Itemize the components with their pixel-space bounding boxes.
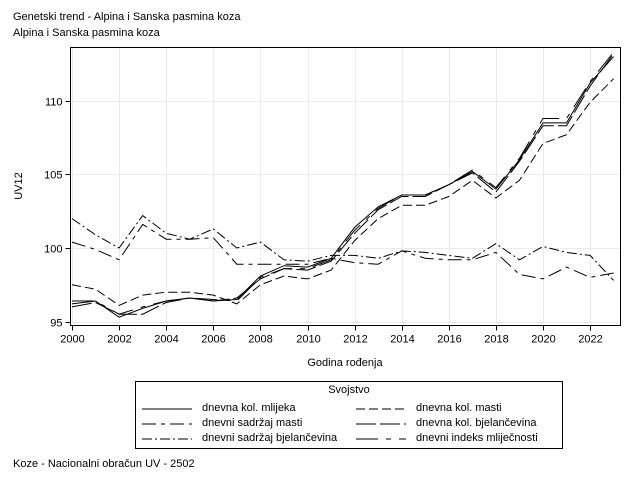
x-tick-label: 2020: [531, 334, 555, 346]
y-tick-label: 110: [45, 97, 63, 109]
series-line: [71, 214, 614, 281]
x-tick-label: 2006: [201, 334, 225, 346]
chart-title: Genetski trend - Alpina i Sanska pasmina…: [13, 11, 241, 23]
series-line: [71, 78, 614, 306]
legend-label: dnevni indeks mliječnosti: [416, 432, 538, 444]
x-tick-label: 2010: [296, 334, 320, 346]
data-series: [71, 51, 615, 318]
legend: Svojstvo dnevna kol. mlijeka dnevna kol.…: [135, 381, 563, 449]
legend-label: dnevna kol. bjelančevina: [416, 417, 537, 429]
plot-frame: [70, 47, 621, 326]
chart-subtitle: Alpina i Sanska pasmina koza: [13, 27, 160, 39]
legend-label: dnevna kol. mlijeka: [202, 402, 296, 414]
legend-label: dnevna kol. masti: [416, 402, 502, 414]
legend-line-icon: [142, 408, 192, 410]
legend-line-icon: [356, 438, 406, 440]
y-tick-label: 95: [50, 318, 62, 330]
y-axis: 95 100 105 110: [44, 97, 71, 330]
series-line: [72, 51, 614, 315]
x-tick-label: 2016: [437, 334, 461, 346]
series-line: [71, 53, 615, 315]
x-tick-label: 2004: [154, 334, 178, 346]
series-line: [71, 56, 614, 318]
x-tick-label: 2012: [343, 334, 367, 346]
legend-line-icon: [142, 423, 192, 425]
x-axis-label: Godina rođenja: [307, 357, 383, 369]
legend-label: dnevni sadržaj bjelančevina: [202, 432, 338, 444]
x-axis: 2000 2002 2004 2006 2008 2010 2012 2014 2016 2018…: [60, 325, 603, 346]
legend-line-icon: [356, 408, 406, 410]
series-line: [71, 223, 614, 280]
y-axis-label: UV12: [13, 172, 25, 200]
legend-title: Svojstvo: [328, 384, 370, 396]
x-tick-label: 2014: [390, 334, 414, 346]
x-tick-label: 2000: [60, 334, 84, 346]
x-tick-label: 2002: [107, 334, 131, 346]
x-tick-label: 2018: [484, 334, 508, 346]
grid-lines: [70, 47, 621, 326]
y-tick-label: 105: [44, 170, 62, 182]
y-tick-label: 100: [44, 244, 62, 256]
legend-line-icon: [356, 423, 406, 425]
legend-label: dnevni sadržaj masti: [202, 417, 303, 429]
x-tick-label: 2022: [578, 334, 602, 346]
legend-line-icon: [142, 438, 192, 440]
footnote: Koze - Nacionalni obračun UV - 2502: [13, 458, 195, 470]
x-tick-label: 2008: [248, 334, 272, 346]
